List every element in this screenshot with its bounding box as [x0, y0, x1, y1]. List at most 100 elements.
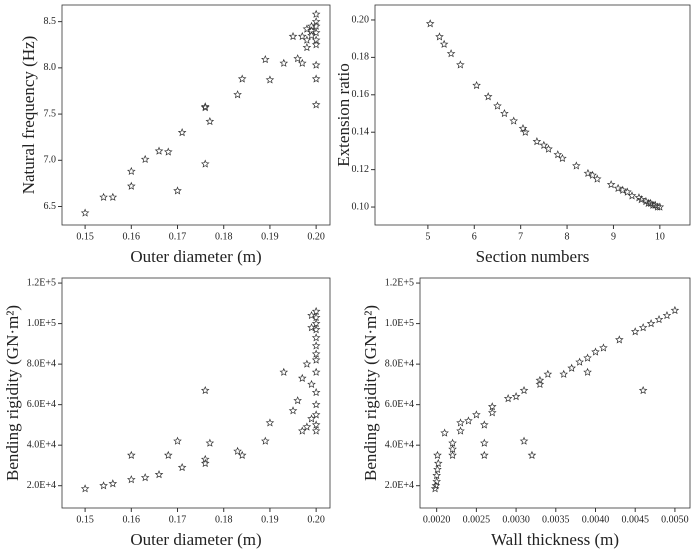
x-tick-label: 0.17 [169, 514, 187, 525]
point [535, 375, 545, 384]
x-tick-label: 0.0035 [542, 514, 570, 525]
point [297, 426, 307, 435]
point [464, 416, 473, 425]
point [261, 55, 270, 64]
x-axis-label: Outer diameter (m) [130, 530, 261, 549]
point [503, 394, 513, 403]
point [265, 75, 275, 84]
point [297, 58, 307, 67]
point [311, 100, 321, 109]
point [480, 420, 489, 429]
point [205, 438, 215, 447]
point [448, 444, 457, 453]
y-tick-label: 0.10 [352, 201, 370, 212]
point [575, 357, 584, 366]
point [154, 470, 164, 479]
point [307, 30, 316, 40]
point [592, 174, 602, 183]
point [654, 315, 664, 324]
point [288, 31, 298, 41]
x-tick-label: 0.19 [261, 514, 279, 525]
x-axis-label: Section numbers [476, 247, 590, 266]
x-tick-label: 0.0025 [463, 514, 491, 525]
point [627, 191, 637, 200]
point [293, 396, 302, 405]
point [432, 477, 441, 486]
point [440, 428, 449, 437]
point [311, 9, 321, 18]
point [311, 367, 321, 376]
x-tick-label: 9 [611, 231, 616, 242]
x-tick-label: 10 [655, 231, 665, 242]
point [311, 40, 321, 49]
point [456, 60, 465, 69]
point [311, 333, 321, 342]
point [636, 195, 646, 204]
point [480, 438, 489, 447]
point [559, 369, 569, 378]
y-tick-label: 1.0E+5 [27, 318, 56, 329]
point [140, 473, 150, 482]
x-tick-label: 0.18 [215, 514, 233, 525]
x-tick-label: 0.0050 [661, 514, 689, 525]
point [127, 166, 136, 176]
y-tick-label: 0.18 [352, 52, 370, 63]
x-tick-label: 6 [472, 231, 477, 242]
point [487, 408, 497, 417]
x-tick-label: 0.0045 [621, 514, 649, 525]
point [173, 436, 182, 445]
y-tick-label: 8.0E+4 [27, 358, 56, 369]
y-tick-label: 1.0E+5 [385, 318, 414, 329]
y-tick-label: 2.0E+4 [27, 480, 56, 491]
x-axis-label: Outer diameter (m) [130, 247, 261, 266]
point [108, 479, 118, 488]
point [307, 379, 316, 389]
point [648, 200, 658, 209]
y-tick-label: 4.0E+4 [385, 439, 414, 450]
point [297, 373, 307, 382]
y-tick-label: 1.2E+5 [27, 277, 56, 288]
x-tick-label: 0.15 [76, 514, 94, 525]
point [99, 192, 108, 201]
point [553, 150, 563, 159]
y-tick-label: 1.2E+5 [385, 277, 414, 288]
point [500, 108, 509, 118]
point [433, 450, 442, 459]
point [456, 426, 465, 435]
point [127, 450, 136, 459]
point [539, 140, 549, 149]
point [127, 181, 136, 190]
x-tick-label: 0.20 [307, 514, 325, 525]
point [279, 367, 289, 376]
point [297, 31, 307, 41]
point [623, 187, 632, 196]
point [433, 464, 442, 474]
point [588, 170, 597, 179]
point [567, 363, 576, 372]
point [643, 198, 653, 207]
y-tick-label: 0.20 [352, 14, 370, 25]
point [544, 144, 553, 153]
point [200, 159, 210, 168]
x-tick-label: 7 [518, 231, 523, 242]
plot-frame [419, 277, 691, 509]
point [615, 335, 624, 344]
x-tick-label: 0.19 [261, 231, 279, 242]
point [518, 123, 528, 133]
plot-frame [374, 4, 691, 226]
point [599, 343, 608, 352]
point [638, 385, 648, 395]
y-axis-label: Extension ratio [334, 63, 353, 166]
point [177, 128, 187, 137]
point [311, 387, 321, 397]
point [307, 21, 316, 30]
point [493, 101, 502, 110]
point [591, 347, 600, 356]
y-tick-label: 6.0E+4 [385, 399, 414, 410]
point [163, 450, 173, 459]
point [307, 414, 316, 423]
point [456, 418, 465, 427]
point [519, 436, 529, 445]
point [140, 154, 150, 164]
